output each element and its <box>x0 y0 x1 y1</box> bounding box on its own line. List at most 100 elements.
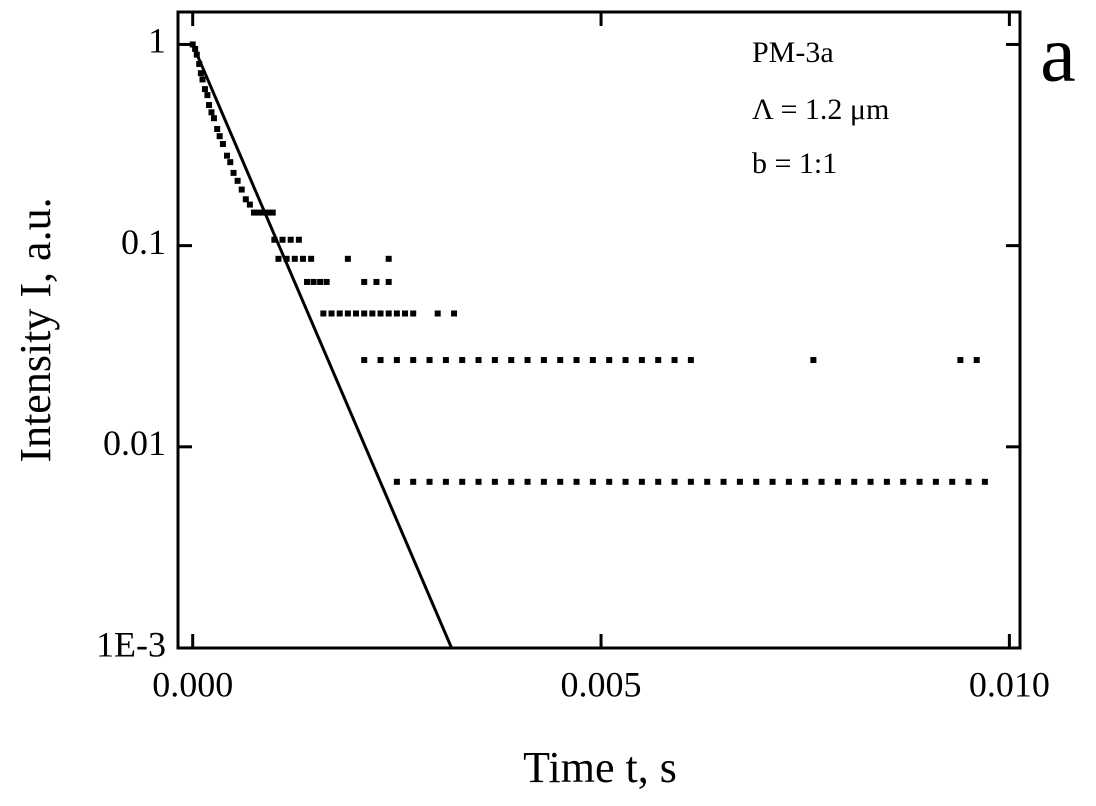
data-point <box>671 357 678 364</box>
data-point <box>271 236 278 243</box>
data-point <box>323 278 330 285</box>
data-point <box>932 478 939 485</box>
data-point <box>308 255 315 262</box>
data-point <box>336 310 343 317</box>
data-point <box>224 152 231 159</box>
data-point <box>867 478 874 485</box>
data-point <box>199 76 206 83</box>
y-tick-label: 1 <box>148 21 166 61</box>
plot-frame <box>176 10 1022 650</box>
data-point <box>373 278 380 285</box>
data-point <box>491 357 498 364</box>
data-point <box>426 357 433 364</box>
data-point <box>981 478 988 485</box>
data-point <box>802 478 809 485</box>
data-point <box>916 478 923 485</box>
data-point <box>269 209 276 216</box>
data-point <box>385 278 392 285</box>
data-point <box>328 310 335 317</box>
annotation: PM-3a <box>752 36 834 69</box>
data-point <box>369 310 376 317</box>
data-point <box>287 236 294 243</box>
data-point <box>720 478 727 485</box>
data-point <box>402 310 409 317</box>
data-point <box>459 478 466 485</box>
data-point <box>279 236 286 243</box>
data-point <box>201 86 208 93</box>
data-point <box>589 478 596 485</box>
data-point <box>900 478 907 485</box>
data-point <box>216 133 223 140</box>
y-axis-title: Intensity I, a.u. <box>11 197 60 462</box>
data-point <box>344 310 351 317</box>
data-point <box>606 478 613 485</box>
data-point <box>655 478 662 485</box>
data-point <box>385 255 392 262</box>
data-point <box>361 357 368 364</box>
data-point <box>283 255 290 262</box>
data-point <box>255 209 262 216</box>
data-point <box>317 278 324 285</box>
data-point <box>434 310 441 317</box>
data-point <box>208 109 215 116</box>
data-point <box>204 92 211 99</box>
data-point <box>475 478 482 485</box>
data-point <box>219 141 226 148</box>
data-point <box>250 209 257 216</box>
data-point <box>491 478 498 485</box>
data-point <box>475 357 482 364</box>
data-point <box>655 357 662 364</box>
data-point <box>353 310 360 317</box>
data-point <box>393 478 400 485</box>
data-point <box>573 357 580 364</box>
x-tick-label: 0.000 <box>152 664 233 704</box>
x-tick-label: 0.010 <box>969 664 1050 704</box>
data-point <box>344 255 351 262</box>
data-point <box>299 255 306 262</box>
data-point <box>197 70 204 77</box>
y-tick-label: 0.01 <box>103 423 166 463</box>
data-point <box>275 255 282 262</box>
data-point <box>785 478 792 485</box>
data-point <box>410 357 417 364</box>
data-point <box>638 357 645 364</box>
data-point <box>459 357 466 364</box>
panel-label: a <box>1040 10 1076 98</box>
data-point <box>606 357 613 364</box>
data-point <box>687 478 694 485</box>
data-point <box>206 102 213 109</box>
data-point <box>259 209 266 216</box>
fit-line <box>191 43 453 649</box>
data-point <box>238 186 245 193</box>
data-point <box>638 478 645 485</box>
data-point <box>573 478 580 485</box>
data-point <box>851 478 858 485</box>
data-point <box>264 209 271 216</box>
data-point <box>442 478 449 485</box>
data-point <box>736 478 743 485</box>
data-point <box>230 169 237 176</box>
data-point <box>410 478 417 485</box>
data-point <box>557 357 564 364</box>
data-point <box>769 478 776 485</box>
data-point <box>291 255 298 262</box>
data-point <box>210 115 217 122</box>
data-point <box>442 357 449 364</box>
data-point <box>524 357 531 364</box>
y-tick-label: 1E-3 <box>96 624 166 664</box>
data-point <box>377 357 384 364</box>
x-tick-label: 0.005 <box>561 664 642 704</box>
data-point <box>393 310 400 317</box>
data-point <box>242 196 249 203</box>
data-point <box>671 478 678 485</box>
data-point <box>508 478 515 485</box>
data-point <box>393 357 400 364</box>
data-point <box>410 310 417 317</box>
data-point <box>540 478 547 485</box>
data-point <box>589 357 596 364</box>
data-point <box>957 357 964 364</box>
data-point <box>965 478 972 485</box>
data-point <box>622 357 629 364</box>
data-point <box>973 357 980 364</box>
